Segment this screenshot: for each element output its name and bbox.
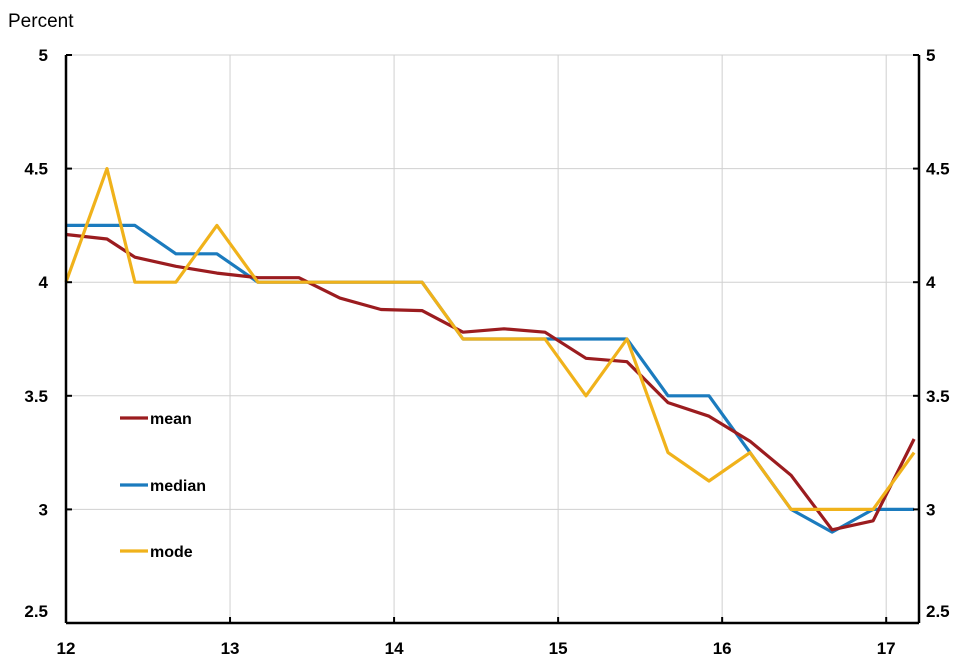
x-tick-label: 16 [713,639,732,658]
y-tick-label-left: 2.5 [24,602,48,621]
axes [64,54,921,625]
grid-lines [66,54,919,623]
tick-labels: 2.5 2.5 3 3 3.5 3.5 4 4 4.5 4.5 5 5 12 13 14 15 16 17 [24,46,949,658]
x-tick-label: 14 [385,639,404,658]
legend-label-mean: mean [150,411,192,428]
series-line-mode [64,167,916,511]
y-axis-unit-label: Percent [8,11,74,32]
y-tick-label-left: 5 [39,46,48,65]
y-tick-label-right: 3 [926,500,935,519]
y-tick-label-right: 4.5 [926,160,950,179]
x-tick-label: 13 [221,639,240,658]
x-tick-label: 17 [877,639,896,658]
x-tick-label: 15 [549,639,568,658]
y-tick-label-left: 3 [39,500,48,519]
y-tick-label-right: 3.5 [926,387,950,406]
series-lines [64,167,916,534]
y-tick-label-right: 4 [926,273,936,292]
legend-label-median: median [150,478,206,495]
y-tick-label-left: 4.5 [24,160,48,179]
y-tick-label-left: 3.5 [24,387,48,406]
series-line-mean [65,232,916,532]
y-tick-label-right: 2.5 [926,602,950,621]
x-tick-label: 12 [57,639,76,658]
y-tick-label-right: 5 [926,46,935,65]
legend: mean median mode [120,411,206,561]
y-tick-label-left: 4 [39,273,49,292]
legend-label-mode: mode [150,544,193,561]
